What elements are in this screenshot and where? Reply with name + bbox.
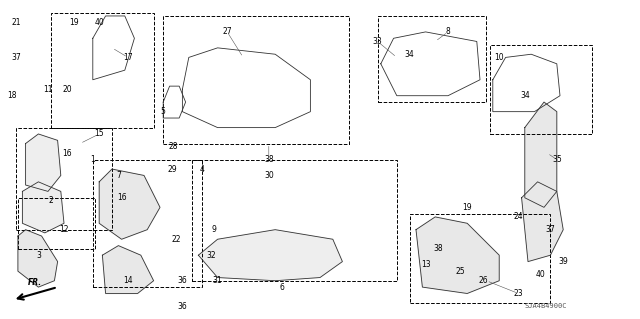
Text: 35: 35 [552,155,562,164]
Text: 27: 27 [222,27,232,36]
Text: 36: 36 [177,276,188,285]
Text: 36: 36 [177,302,188,311]
Text: 28: 28 [168,142,177,151]
Text: 16: 16 [62,149,72,158]
Text: 30: 30 [264,171,274,180]
Polygon shape [99,169,160,239]
Text: 12: 12 [60,225,68,234]
Text: 15: 15 [94,130,104,138]
Polygon shape [26,134,61,191]
Text: 38: 38 [433,244,444,253]
Bar [93,160,202,287]
Text: 31: 31 [212,276,223,285]
Bar [18,198,95,249]
Text: 5: 5 [161,107,166,116]
Text: 37: 37 [11,53,21,62]
Bar [51,13,154,128]
Polygon shape [198,230,342,281]
Text: 37: 37 [545,225,556,234]
Text: 1: 1 [90,155,95,164]
Bar [163,16,349,144]
Text: 10: 10 [494,53,504,62]
Bar [16,128,112,230]
Text: 4: 4 [199,165,204,174]
Bar [490,45,592,134]
Polygon shape [22,182,64,233]
Text: 23: 23 [513,289,524,298]
Text: FR.: FR. [28,278,42,287]
Text: 14: 14 [123,276,133,285]
Text: 19: 19 [462,203,472,212]
Text: 33: 33 [372,37,383,46]
Text: 8: 8 [445,27,451,36]
Text: 22: 22 [172,235,180,244]
Text: 18: 18 [7,91,16,100]
Bar [192,160,397,281]
Polygon shape [102,246,154,293]
Text: 39: 39 [558,257,568,266]
Text: 19: 19 [68,18,79,27]
Polygon shape [18,230,58,287]
Text: SJA4B4900C: SJA4B4900C [525,303,567,309]
Text: 11: 11 [44,85,52,94]
Text: 24: 24 [513,212,524,221]
Bar [378,16,486,102]
Text: 9: 9 [212,225,217,234]
Text: 3: 3 [36,251,41,260]
Text: 7: 7 [116,171,121,180]
Polygon shape [416,217,499,293]
Text: 40: 40 [94,18,104,27]
Text: 13: 13 [420,260,431,269]
Polygon shape [525,102,557,207]
Text: 25: 25 [456,267,466,276]
Text: 29: 29 [168,165,178,174]
Text: 38: 38 [264,155,274,164]
Text: 20: 20 [62,85,72,94]
Text: 21: 21 [12,18,20,27]
Text: 2: 2 [49,197,54,205]
Text: 34: 34 [404,50,415,59]
Text: 32: 32 [206,251,216,260]
Text: 17: 17 [123,53,133,62]
Polygon shape [522,182,563,262]
Bar [410,214,550,303]
Text: 40: 40 [536,270,546,279]
Text: 34: 34 [520,91,530,100]
Text: 16: 16 [116,193,127,202]
Text: 6: 6 [279,283,284,292]
Text: 26: 26 [478,276,488,285]
